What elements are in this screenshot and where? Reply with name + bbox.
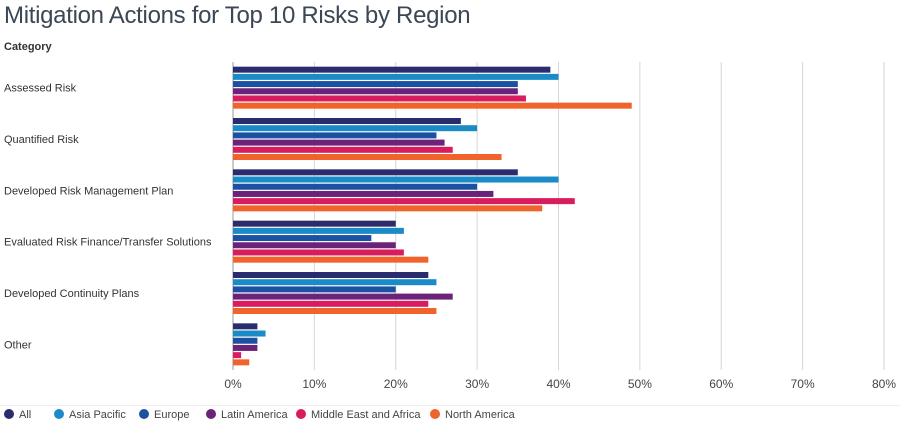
bar-asia-pacific xyxy=(233,125,478,132)
legend-item: North America xyxy=(430,409,515,421)
category-label: Developed Risk Management Plan xyxy=(4,185,173,197)
legend-swatch-icon xyxy=(296,409,306,419)
bar-north-america xyxy=(233,154,502,160)
bar-middle-east-and-africa xyxy=(233,146,453,153)
bar-europe xyxy=(233,183,478,190)
x-tick-label: 50% xyxy=(628,377,652,391)
bar-latin-america xyxy=(233,190,494,197)
bar-middle-east-and-africa xyxy=(233,198,575,205)
x-tick-label: 0% xyxy=(224,377,242,391)
bar-north-america xyxy=(233,308,437,314)
bar-north-america xyxy=(233,205,543,212)
x-tick-label: 30% xyxy=(465,377,489,391)
bar-asia-pacific xyxy=(233,176,559,183)
bar-all xyxy=(233,323,258,330)
chart-title: Mitigation Actions for Top 10 Risks by R… xyxy=(4,2,471,29)
legend-label: Latin America xyxy=(221,409,288,421)
bar-middle-east-and-africa xyxy=(233,95,526,102)
x-tick-label: 80% xyxy=(872,377,896,391)
x-tick-label: 20% xyxy=(384,377,408,391)
legend: All Asia Pacific Europe Latin America Middle… xyxy=(0,405,900,424)
legend-item: Middle East and Africa xyxy=(296,409,420,421)
category-label: Evaluated Risk Finance/Transfer Solution… xyxy=(4,237,212,249)
legend-item: Latin America xyxy=(206,409,288,421)
x-tick-label: 40% xyxy=(546,377,570,391)
legend-label: All xyxy=(19,409,32,421)
legend-swatch-icon xyxy=(206,409,216,419)
legend-label: Middle East and Africa xyxy=(311,409,421,421)
bar-north-america xyxy=(233,102,632,109)
bar-europe xyxy=(233,286,396,293)
bar-all xyxy=(233,169,518,176)
bar-north-america xyxy=(233,359,250,366)
x-tick-label: 60% xyxy=(709,377,733,391)
bar-middle-east-and-africa xyxy=(233,352,242,359)
bar-latin-america xyxy=(233,344,258,351)
bar-middle-east-and-africa xyxy=(233,300,429,307)
legend-swatch-icon xyxy=(54,409,64,419)
category-label: Quantified Risk xyxy=(4,134,79,146)
bar-europe xyxy=(233,337,258,344)
bar-latin-america xyxy=(233,242,396,249)
legend-item: Europe xyxy=(139,409,189,421)
bar-europe xyxy=(233,235,372,242)
x-tick-label: 70% xyxy=(791,377,815,391)
bar-asia-pacific xyxy=(233,227,404,234)
category-label: Developed Continuity Plans xyxy=(4,288,140,300)
category-label: Other xyxy=(4,339,32,351)
bar-asia-pacific xyxy=(233,73,559,80)
bar-latin-america xyxy=(233,293,453,300)
legend-item: Asia Pacific xyxy=(54,409,126,421)
legend-swatch-icon xyxy=(139,409,149,419)
bar-latin-america xyxy=(233,88,518,95)
bar-asia-pacific xyxy=(233,330,266,337)
legend-swatch-icon xyxy=(4,409,14,419)
bar-latin-america xyxy=(233,139,445,146)
bar-all xyxy=(233,272,429,278)
bar-all xyxy=(233,66,551,73)
x-tick-label: 10% xyxy=(302,377,326,391)
bar-europe xyxy=(233,132,437,139)
bar-europe xyxy=(233,81,518,88)
bar-all xyxy=(233,118,461,124)
legend-swatch-icon xyxy=(430,409,440,419)
bar-all xyxy=(233,220,396,227)
category-axis-header: Category xyxy=(4,41,52,53)
bar-middle-east-and-africa xyxy=(233,249,404,256)
legend-label: Asia Pacific xyxy=(69,409,126,421)
plot-area: 0% 10% 20% 30% 40% 50% 60% 70% 80% Assessed Risk Q… xyxy=(4,62,896,391)
bar-north-america xyxy=(233,256,429,263)
legend-label: Europe xyxy=(154,409,190,421)
legend-label: North America xyxy=(445,409,515,421)
category-label: Assessed Risk xyxy=(4,83,77,95)
legend-item: All xyxy=(4,409,31,421)
bar-asia-pacific xyxy=(233,279,437,286)
